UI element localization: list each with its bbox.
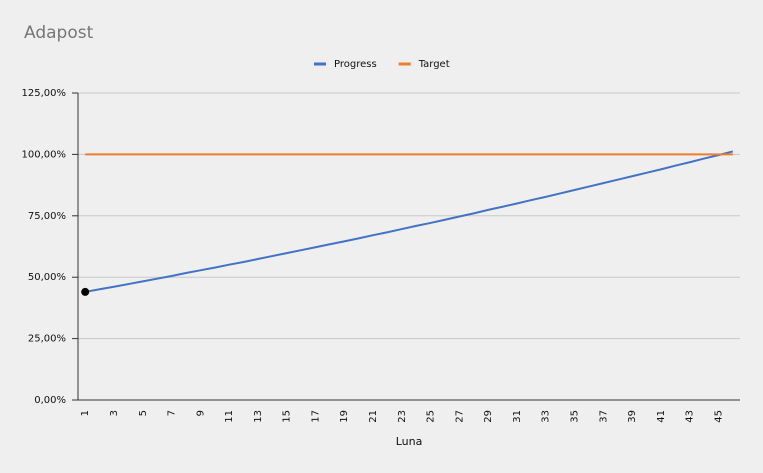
y-tick-label: 25,00% — [28, 334, 66, 345]
x-tick-label: 17 — [310, 410, 321, 423]
x-tick-label: 9 — [195, 410, 206, 416]
y-tick-label: 0,00% — [34, 395, 66, 406]
legend-label: Target — [418, 59, 450, 70]
x-tick-label: 43 — [685, 410, 696, 423]
y-tick-label: 50,00% — [28, 272, 66, 283]
x-tick-label: 11 — [224, 410, 235, 423]
x-axis-title: Luna — [396, 435, 423, 448]
legend-label: Progress — [334, 59, 377, 70]
x-tick-label: 15 — [282, 410, 293, 423]
x-tick-label: 35 — [570, 410, 581, 423]
x-tick-label: 31 — [512, 410, 523, 423]
x-tick-label: 39 — [627, 410, 638, 423]
x-tick-label: 21 — [368, 410, 379, 423]
x-tick-label: 37 — [598, 410, 609, 423]
x-tick-label: 23 — [397, 410, 408, 423]
x-tick-label: 29 — [483, 410, 494, 423]
x-tick-label: 45 — [713, 410, 724, 423]
x-tick-label: 41 — [656, 410, 667, 423]
x-tick-label: 7 — [167, 410, 178, 416]
y-tick-label: 125,00% — [22, 88, 67, 99]
x-tick-label: 3 — [109, 410, 120, 416]
x-tick-label: 1 — [80, 410, 91, 416]
y-tick-label: 75,00% — [28, 211, 66, 222]
x-tick-label: 25 — [426, 410, 437, 423]
chart-title: Adapost — [24, 23, 94, 43]
x-tick-label: 33 — [541, 410, 552, 423]
x-tick-label: 13 — [253, 410, 264, 423]
y-tick-label: 100,00% — [22, 149, 67, 160]
highlight-point — [81, 287, 90, 296]
x-tick-label: 5 — [138, 410, 149, 416]
x-tick-label: 27 — [454, 410, 465, 423]
x-tick-label: 19 — [339, 410, 350, 423]
series-line — [85, 150, 734, 293]
